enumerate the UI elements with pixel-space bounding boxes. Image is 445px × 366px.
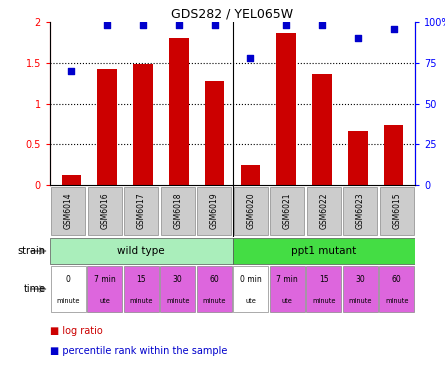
Text: 15: 15 (319, 275, 328, 284)
Bar (306, 266, 341, 311)
Text: 0: 0 (66, 275, 71, 284)
Text: 60: 60 (210, 275, 219, 284)
Bar (160, 266, 195, 311)
Text: GSM6014: GSM6014 (64, 193, 73, 229)
Text: time: time (24, 284, 45, 294)
Text: ute: ute (282, 298, 293, 304)
Text: minute: minute (312, 298, 336, 304)
Text: minute: minute (129, 298, 153, 304)
Bar (50, 238, 232, 264)
Bar (379, 266, 414, 311)
Text: minute: minute (385, 298, 409, 304)
Bar (124, 266, 159, 311)
Text: ute: ute (245, 298, 256, 304)
Text: 0 min: 0 min (240, 275, 262, 284)
Bar (205, 81, 224, 185)
Bar (343, 266, 378, 311)
Text: minute: minute (348, 298, 372, 304)
Text: strain: strain (17, 246, 45, 256)
Bar (87, 266, 122, 311)
Point (104, 22, 111, 28)
Bar (307, 187, 341, 235)
Bar (380, 187, 414, 235)
Point (247, 55, 254, 61)
Title: GDS282 / YEL065W: GDS282 / YEL065W (171, 8, 294, 21)
Bar (197, 266, 232, 311)
Text: GSM6018: GSM6018 (173, 193, 182, 229)
Bar (97, 69, 117, 185)
Text: 60: 60 (392, 275, 402, 284)
Text: ppt1 mutant: ppt1 mutant (291, 246, 356, 256)
Bar (232, 238, 415, 264)
Text: 30: 30 (356, 275, 365, 284)
Text: GSM6015: GSM6015 (392, 193, 401, 229)
Bar (348, 131, 368, 185)
Bar (88, 187, 122, 235)
Bar (51, 187, 85, 235)
Bar (343, 187, 377, 235)
Point (319, 22, 326, 28)
Text: GSM6022: GSM6022 (319, 193, 328, 229)
Text: GSM6023: GSM6023 (356, 193, 365, 229)
Text: 7 min: 7 min (94, 275, 116, 284)
Bar (61, 175, 81, 185)
Bar (233, 266, 268, 311)
Text: GSM6021: GSM6021 (283, 193, 292, 229)
Point (211, 22, 218, 28)
Text: ■ percentile rank within the sample: ■ percentile rank within the sample (50, 346, 227, 356)
Bar (197, 187, 231, 235)
Text: 30: 30 (173, 275, 182, 284)
Text: 15: 15 (137, 275, 146, 284)
Bar (270, 266, 305, 311)
Bar (51, 266, 86, 311)
Point (283, 22, 290, 28)
Text: wild type: wild type (117, 246, 165, 256)
Text: minute: minute (166, 298, 190, 304)
Bar (270, 187, 304, 235)
Text: GSM6019: GSM6019 (210, 193, 219, 229)
Text: 7 min: 7 min (276, 275, 298, 284)
Bar (124, 187, 158, 235)
Bar (133, 64, 153, 185)
Text: ■ log ratio: ■ log ratio (50, 326, 103, 336)
Text: GSM6017: GSM6017 (137, 193, 146, 229)
Point (175, 22, 182, 28)
Point (390, 26, 397, 31)
Text: minute: minute (202, 298, 226, 304)
Text: ute: ute (99, 298, 110, 304)
Point (139, 22, 146, 28)
Text: GSM6020: GSM6020 (246, 193, 255, 229)
Point (68, 68, 75, 74)
Bar (312, 74, 332, 185)
Bar (169, 38, 189, 185)
Bar (276, 33, 296, 185)
Bar (241, 165, 260, 185)
Text: GSM6016: GSM6016 (100, 193, 109, 229)
Bar (161, 187, 195, 235)
Point (354, 36, 361, 41)
Bar (234, 187, 268, 235)
Bar (384, 125, 403, 185)
Text: minute: minute (57, 298, 80, 304)
